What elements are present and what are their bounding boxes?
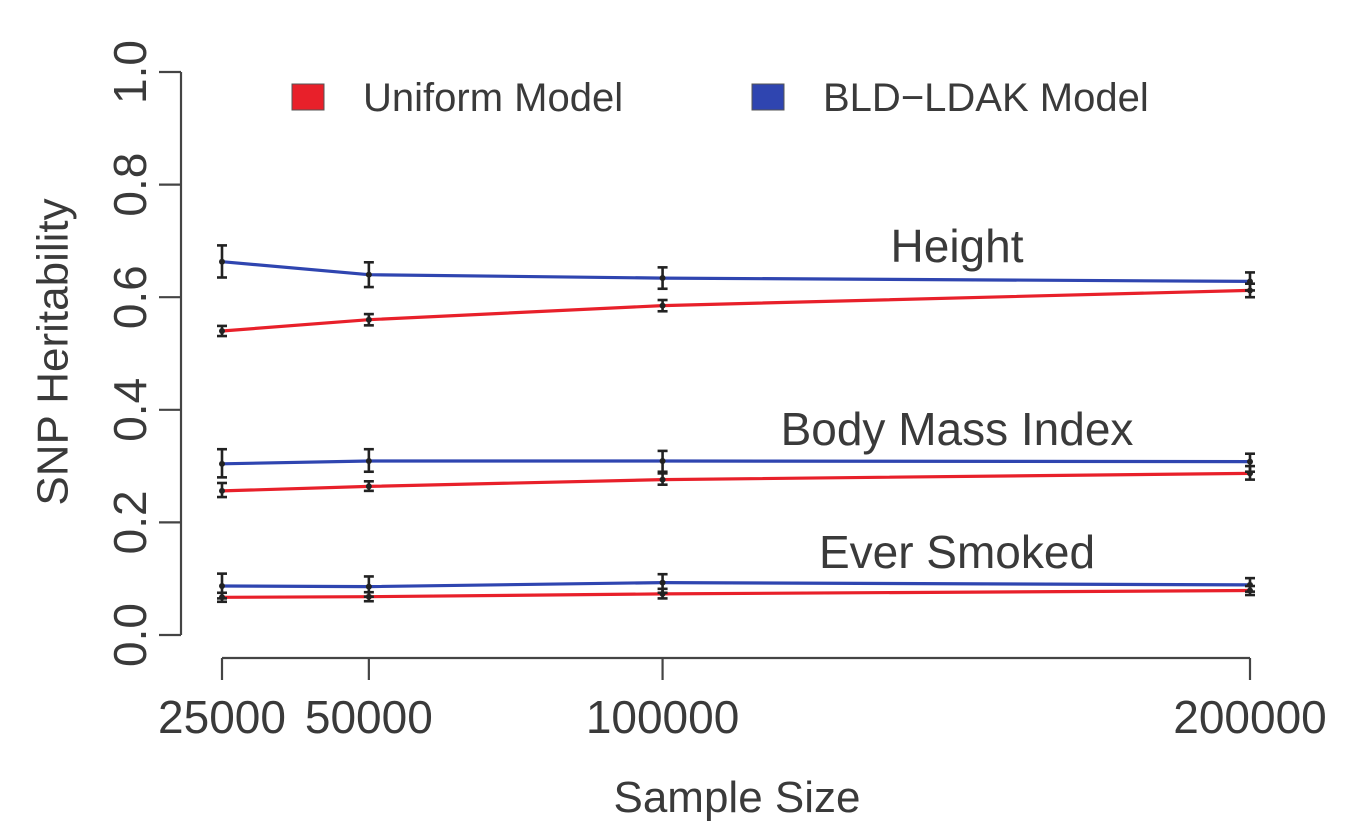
y-tick-label: 0.2 <box>104 490 156 554</box>
y-ticks: 0.0 0.2 0.4 0.6 0.8 1.0 <box>104 40 181 667</box>
series-line-0-1 <box>221 260 1251 283</box>
error-bar <box>217 572 227 600</box>
data-point <box>219 258 225 265</box>
data-point <box>365 458 372 465</box>
x-axis-title: Sample Size <box>613 773 860 822</box>
error-bar <box>657 298 668 313</box>
x-tick-label: 50000 <box>305 691 433 743</box>
legend: Uniform Model BLD−LDAK Model <box>291 76 1149 120</box>
series-layer <box>221 260 1251 599</box>
error-bar <box>363 260 374 289</box>
y-tick-label: 0.0 <box>104 603 156 667</box>
error-bar <box>657 472 668 486</box>
legend-label-bld-ldak: BLD−LDAK Model <box>823 76 1149 120</box>
data-point <box>659 579 666 586</box>
annotation-ever-smoked: Ever Smoked <box>819 526 1095 578</box>
y-axis-title: SNP Heritability <box>29 198 78 505</box>
error-bar <box>217 244 227 279</box>
data-point <box>365 483 372 490</box>
error-bar <box>1245 452 1255 474</box>
data-point <box>219 487 225 494</box>
legend-label-uniform: Uniform Model <box>363 76 623 120</box>
error-bar <box>217 481 227 499</box>
series-line-1-0 <box>221 471 1251 493</box>
error-bar <box>217 324 227 338</box>
data-point <box>1247 278 1253 285</box>
data-point <box>365 583 372 590</box>
error-bar <box>363 480 374 493</box>
error-bar <box>217 447 227 479</box>
x-ticks: 25000 50000 100000 200000 <box>158 658 1327 743</box>
error-bar <box>657 266 668 291</box>
legend-swatch-bld-ldak <box>751 83 785 111</box>
series-line-0-0 <box>221 288 1251 333</box>
error-bar <box>657 572 668 595</box>
annotation-body-mass-index: Body Mass Index <box>781 403 1134 455</box>
data-point <box>365 316 372 323</box>
data-point <box>365 271 372 278</box>
data-point <box>659 476 666 483</box>
series-line-2-0 <box>221 588 1251 599</box>
error-bar <box>1245 271 1255 292</box>
data-point <box>659 302 666 309</box>
series-line-1-1 <box>221 459 1251 466</box>
y-tick-label: 0.6 <box>104 265 156 329</box>
x-tick-label: 25000 <box>158 691 286 743</box>
error-bar <box>363 312 374 327</box>
data-point <box>219 327 225 334</box>
data-point <box>1247 458 1253 465</box>
y-tick-label: 0.8 <box>104 153 156 217</box>
series-line-2-1 <box>221 580 1251 589</box>
x-tick-label: 100000 <box>586 691 740 743</box>
error-bar <box>1245 576 1255 593</box>
data-point <box>219 460 225 467</box>
annotation-height: Height <box>891 220 1024 272</box>
error-bar <box>363 447 374 474</box>
errorbar-layer <box>217 244 1255 604</box>
y-tick-label: 1.0 <box>104 40 156 104</box>
data-point <box>659 458 666 465</box>
error-bar <box>363 575 374 599</box>
data-point <box>1247 581 1253 588</box>
data-point <box>659 275 666 282</box>
axes <box>179 72 1250 660</box>
legend-swatch-uniform <box>291 83 325 111</box>
x-tick-label: 200000 <box>1173 691 1327 743</box>
data-point <box>219 583 225 590</box>
y-tick-label: 0.4 <box>104 378 156 442</box>
error-bar <box>657 449 668 474</box>
